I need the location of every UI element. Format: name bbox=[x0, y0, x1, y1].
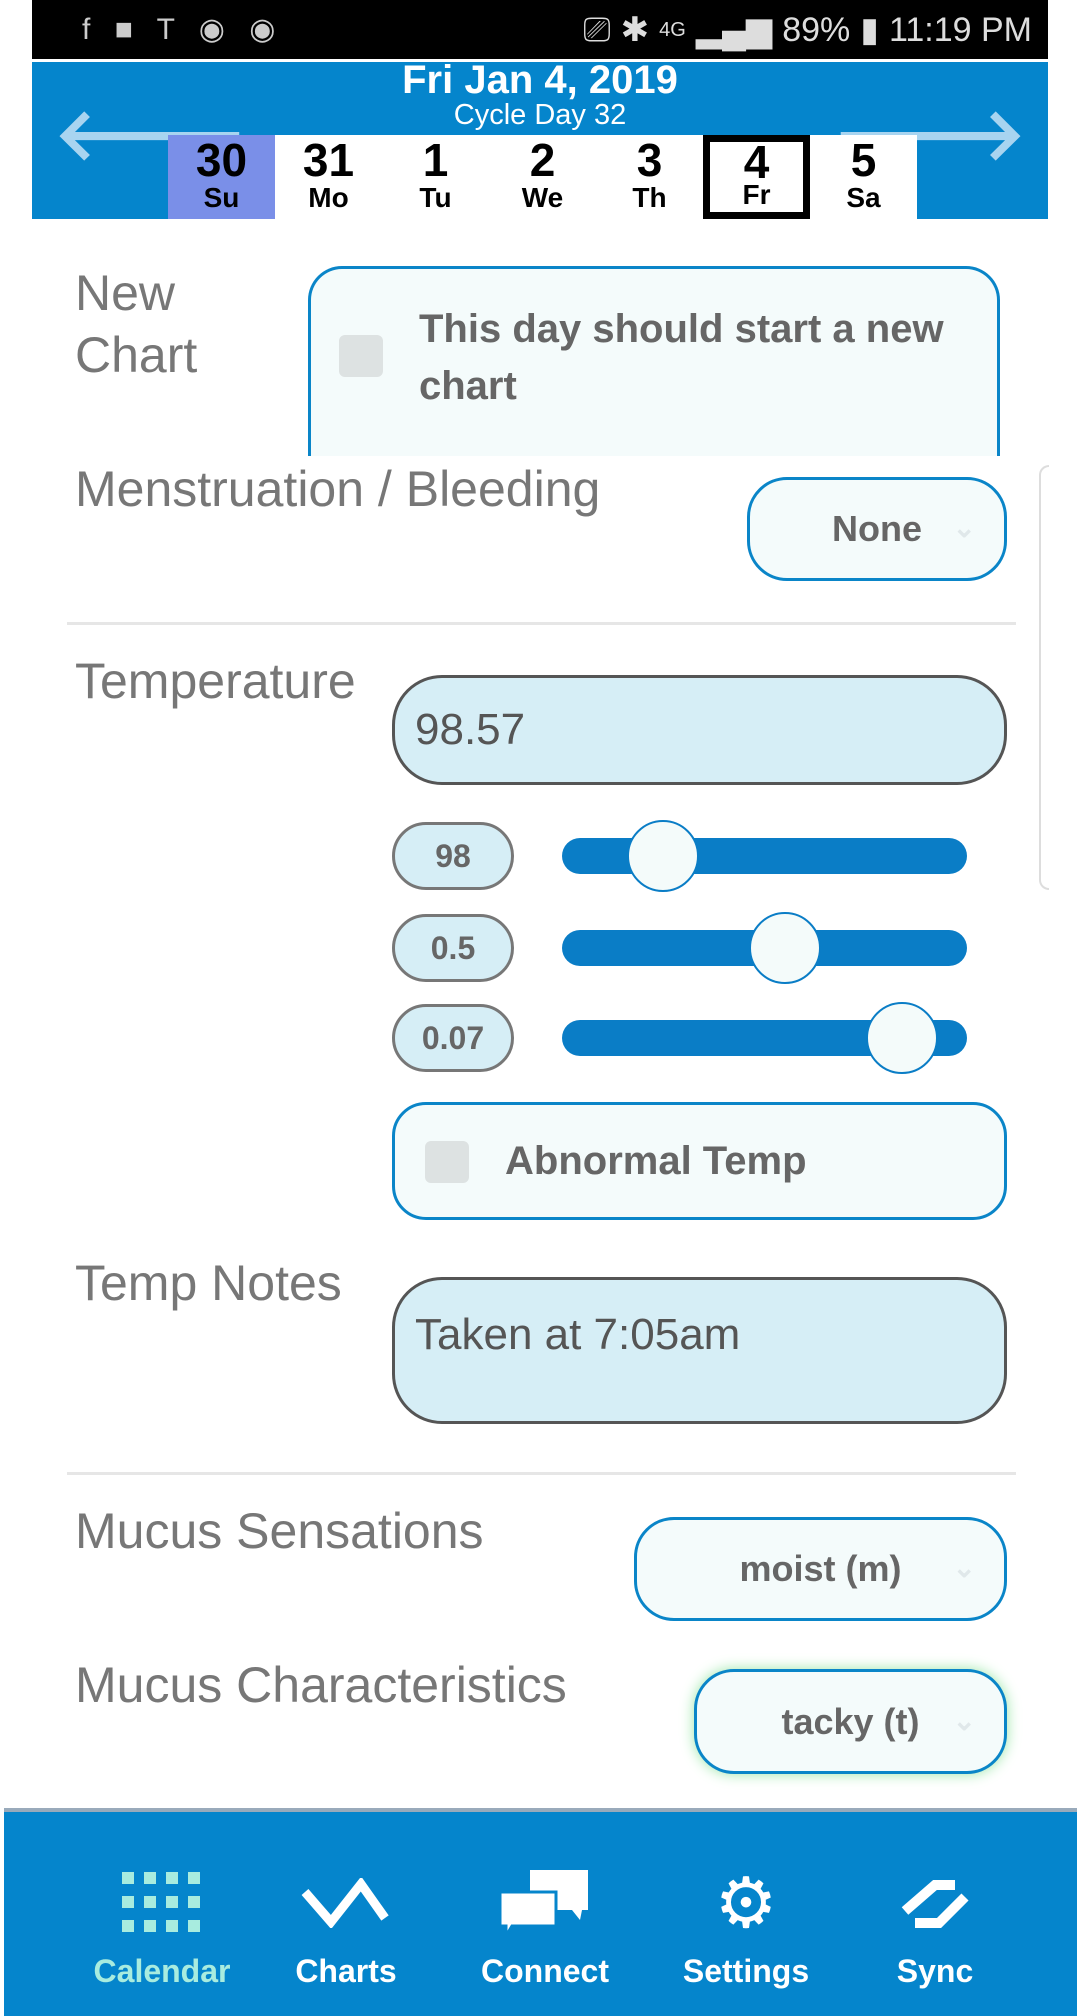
mucus-characteristics-label: Mucus Characteristics bbox=[75, 1657, 567, 1713]
bottom-nav: Calendar Charts Connect ⚙ Settings Sync bbox=[4, 1808, 1077, 2016]
weekday: Fr bbox=[742, 179, 771, 210]
signal-icon: ▂▄▆ bbox=[695, 11, 773, 49]
cycle-day: Cycle Day 32 bbox=[453, 99, 627, 131]
temp-notes-label: Temp Notes bbox=[75, 1255, 342, 1311]
temperature-label: Temperature bbox=[75, 653, 356, 709]
day-cell[interactable]: 5 Sa bbox=[810, 135, 917, 219]
nav-label: Charts bbox=[295, 1953, 397, 1989]
new-chart-label: New Chart bbox=[75, 265, 198, 383]
day-cell[interactable]: 30 Su bbox=[168, 135, 275, 219]
bluetooth-icon: ✱ bbox=[620, 11, 650, 49]
day-cell-current[interactable]: 4 Fr bbox=[703, 135, 810, 219]
status-bar: f ■ T ◉ ◉ ⎚ ✱ 4G ▂▄▆ 89% ▮ 11:19 PM bbox=[32, 0, 1048, 59]
gear-icon: ⚙ bbox=[714, 1864, 778, 1942]
day-number: 4 bbox=[743, 136, 770, 188]
slider-thumb[interactable] bbox=[866, 1002, 939, 1074]
temp-tenths-slider[interactable] bbox=[562, 912, 967, 984]
temp-hundredths-slider[interactable] bbox=[562, 1002, 967, 1074]
mucus-characteristics-dropdown[interactable]: tacky (t) ⌄ bbox=[694, 1669, 1007, 1774]
weekday: Tu bbox=[419, 182, 452, 213]
day-number: 5 bbox=[850, 134, 877, 186]
new-chart-text: This day should start a new chart bbox=[419, 307, 944, 408]
bleeding-dropdown[interactable]: None ⌄ bbox=[747, 477, 1007, 581]
bleeding-label: Menstruation / Bleeding bbox=[75, 461, 601, 517]
battery-icon: ▮ bbox=[860, 11, 879, 49]
day-number: 31 bbox=[302, 134, 355, 186]
battery-percent: 89% bbox=[782, 10, 851, 49]
mucus-sensations-label: Mucus Sensations bbox=[75, 1503, 484, 1559]
nav-charts[interactable]: Charts bbox=[256, 1867, 436, 1990]
chevron-down-icon: ⌄ bbox=[952, 1551, 976, 1583]
temp-whole-value: 98 bbox=[392, 822, 514, 890]
chevron-down-icon: ⌄ bbox=[952, 1704, 976, 1736]
cast-icon: ⎚ bbox=[583, 10, 611, 49]
bleeding-value: None bbox=[832, 508, 922, 549]
calendar-grid-icon bbox=[72, 1867, 252, 1939]
nav-calendar[interactable]: Calendar bbox=[72, 1867, 252, 1990]
weekday: Sa bbox=[846, 182, 881, 213]
divider bbox=[67, 1472, 1016, 1475]
weekday: Su bbox=[203, 182, 240, 213]
abnormal-temp-text: Abnormal Temp bbox=[505, 1139, 807, 1183]
notification-icons: f ■ T ◉ ◉ bbox=[82, 13, 284, 46]
day-cell[interactable]: 31 Mo bbox=[275, 135, 382, 219]
date-title: Fri Jan 4, 2019 bbox=[402, 58, 678, 102]
day-number: 2 bbox=[529, 134, 556, 186]
day-cell[interactable]: 1 Tu bbox=[382, 135, 489, 219]
divider bbox=[67, 622, 1016, 625]
day-number: 3 bbox=[636, 134, 663, 186]
mucus-sensations-dropdown[interactable]: moist (m) ⌄ bbox=[634, 1517, 1007, 1621]
day-number: 30 bbox=[195, 134, 248, 186]
new-chart-checkbox[interactable] bbox=[339, 335, 383, 377]
slider-thumb[interactable] bbox=[748, 912, 821, 984]
mucus-characteristics-value: tacky (t) bbox=[781, 1700, 920, 1742]
chevron-down-icon: ⌄ bbox=[952, 511, 976, 543]
temp-whole-slider[interactable] bbox=[562, 820, 967, 892]
new-chart-option[interactable]: This day should start a new chart bbox=[308, 266, 1000, 456]
nav-sync[interactable]: Sync bbox=[845, 1867, 1025, 1990]
nav-settings[interactable]: ⚙ Settings bbox=[656, 1864, 836, 1990]
network-label: 4G bbox=[659, 18, 686, 41]
temperature-input[interactable]: 98.57 bbox=[392, 675, 1007, 785]
temp-hundredths-value: 0.07 bbox=[392, 1004, 514, 1072]
clock: 11:19 PM bbox=[888, 10, 1032, 49]
abnormal-temp-option[interactable]: Abnormal Temp bbox=[392, 1102, 1007, 1220]
weekday: We bbox=[521, 182, 564, 213]
nav-label: Connect bbox=[481, 1953, 609, 1989]
week-strip: 30 Su 31 Mo 1 Tu 2 We 3 Th 4 Fr 5 Sa bbox=[168, 135, 917, 219]
sync-icon bbox=[845, 1867, 1025, 1939]
day-cell[interactable]: 2 We bbox=[489, 135, 596, 219]
abnormal-temp-checkbox[interactable] bbox=[425, 1141, 469, 1183]
day-number: 1 bbox=[422, 134, 449, 186]
scroll-indicator bbox=[1039, 465, 1049, 890]
date-header: 🡐 🡒 Fri Jan 4, 2019 Cycle Day 32 30 Su 31… bbox=[32, 58, 1048, 219]
slider-thumb[interactable] bbox=[627, 820, 700, 892]
mucus-sensations-value: moist (m) bbox=[739, 1548, 902, 1589]
weekday: Th bbox=[632, 182, 667, 213]
status-right: ⎚ ✱ 4G ▂▄▆ 89% ▮ 11:19 PM bbox=[583, 10, 1032, 50]
temp-notes-input[interactable]: Taken at 7:05am bbox=[392, 1277, 1007, 1424]
day-cell[interactable]: 3 Th bbox=[596, 135, 703, 219]
nav-label: Settings bbox=[682, 1953, 810, 1989]
temp-tenths-value: 0.5 bbox=[392, 914, 514, 982]
nav-label: Calendar bbox=[93, 1953, 231, 1989]
chart-line-icon bbox=[256, 1867, 436, 1939]
weekday: Mo bbox=[308, 182, 349, 213]
nav-label: Sync bbox=[896, 1953, 974, 1989]
chat-bubbles-icon bbox=[455, 1867, 635, 1939]
nav-connect[interactable]: Connect bbox=[455, 1867, 635, 1990]
